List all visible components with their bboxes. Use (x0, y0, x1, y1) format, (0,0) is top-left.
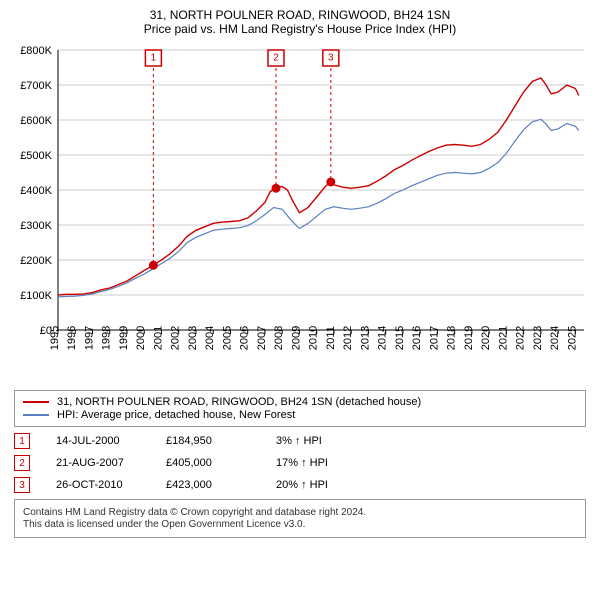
svg-text:2006: 2006 (239, 326, 251, 350)
event-dot-3 (326, 177, 335, 186)
svg-text:£200K: £200K (20, 255, 52, 267)
event-dot-1 (149, 261, 158, 270)
title-main: 31, NORTH POULNER ROAD, RINGWOOD, BH24 1… (8, 8, 592, 22)
svg-text:£300K: £300K (20, 220, 52, 232)
svg-text:£100K: £100K (20, 290, 52, 302)
legend-label: HPI: Average price, detached house, New … (57, 409, 295, 421)
svg-text:2021: 2021 (497, 326, 509, 350)
svg-text:£400K: £400K (20, 185, 52, 197)
svg-text:2016: 2016 (411, 326, 423, 350)
svg-text:2: 2 (273, 53, 279, 64)
chart-area: £0£100K£200K£300K£400K£500K£600K£700K£80… (8, 40, 592, 380)
legend-row-1: HPI: Average price, detached house, New … (23, 409, 577, 421)
svg-text:2013: 2013 (359, 326, 371, 350)
footer: Contains HM Land Registry data © Crown c… (14, 499, 586, 538)
legend-swatch (23, 401, 49, 403)
svg-text:2003: 2003 (187, 326, 199, 350)
svg-text:2002: 2002 (170, 326, 182, 350)
legend-row-0: 31, NORTH POULNER ROAD, RINGWOOD, BH24 1… (23, 396, 577, 408)
event-pct: 17% ↑ HPI (276, 457, 356, 469)
event-row-3: 3 26-OCT-2010£423,00020% ↑ HPI (14, 477, 586, 493)
svg-text:2000: 2000 (135, 326, 147, 350)
event-number-box: 3 (14, 477, 30, 493)
event-price: £423,000 (166, 479, 276, 491)
event-row-2: 2 21-AUG-2007£405,00017% ↑ HPI (14, 455, 586, 471)
svg-text:1995: 1995 (49, 326, 61, 350)
svg-text:1999: 1999 (118, 326, 130, 350)
svg-text:2022: 2022 (515, 326, 527, 350)
svg-text:2008: 2008 (273, 326, 285, 350)
legend-label: 31, NORTH POULNER ROAD, RINGWOOD, BH24 1… (57, 396, 421, 408)
event-pct: 3% ↑ HPI (276, 435, 356, 447)
event-dot-2 (271, 184, 280, 193)
event-date: 26-OCT-2010 (56, 479, 166, 491)
svg-text:2019: 2019 (463, 326, 475, 350)
event-number-box: 2 (14, 455, 30, 471)
svg-text:2010: 2010 (308, 326, 320, 350)
svg-text:2020: 2020 (480, 326, 492, 350)
svg-text:2009: 2009 (290, 326, 302, 350)
event-price: £405,000 (166, 457, 276, 469)
svg-text:2018: 2018 (446, 326, 458, 350)
series-hpi (58, 119, 579, 296)
event-date: 14-JUL-2000 (56, 435, 166, 447)
svg-text:£700K: £700K (20, 80, 52, 92)
svg-text:1997: 1997 (83, 326, 95, 350)
svg-text:2012: 2012 (342, 326, 354, 350)
svg-text:£500K: £500K (20, 150, 52, 162)
title-sub: Price paid vs. HM Land Registry's House … (8, 22, 592, 36)
chart-svg: £0£100K£200K£300K£400K£500K£600K£700K£80… (8, 40, 592, 380)
svg-text:1: 1 (151, 53, 157, 64)
svg-text:2001: 2001 (152, 326, 164, 350)
event-price: £184,950 (166, 435, 276, 447)
svg-text:2007: 2007 (256, 326, 268, 350)
series-price_paid (58, 78, 579, 295)
svg-text:2025: 2025 (566, 326, 578, 350)
event-pct: 20% ↑ HPI (276, 479, 356, 491)
svg-text:2015: 2015 (394, 326, 406, 350)
footer-line-1: Contains HM Land Registry data © Crown c… (23, 507, 577, 518)
svg-text:2004: 2004 (204, 326, 216, 350)
legend-swatch (23, 414, 49, 416)
event-date: 21-AUG-2007 (56, 457, 166, 469)
svg-text:2024: 2024 (549, 326, 561, 350)
event-number-box: 1 (14, 433, 30, 449)
svg-text:£800K: £800K (20, 45, 52, 57)
events-table: 1 14-JUL-2000£184,9503% ↑ HPI 2 21-AUG-2007… (14, 433, 586, 493)
svg-text:1998: 1998 (101, 326, 113, 350)
svg-text:3: 3 (328, 53, 334, 64)
svg-text:2017: 2017 (428, 326, 440, 350)
svg-text:2023: 2023 (532, 326, 544, 350)
event-row-1: 1 14-JUL-2000£184,9503% ↑ HPI (14, 433, 586, 449)
footer-line-2: This data is licensed under the Open Gov… (23, 519, 577, 530)
svg-text:2014: 2014 (377, 326, 389, 350)
legend: 31, NORTH POULNER ROAD, RINGWOOD, BH24 1… (14, 390, 586, 427)
svg-text:2005: 2005 (221, 326, 233, 350)
svg-text:1996: 1996 (66, 326, 78, 350)
svg-text:£600K: £600K (20, 115, 52, 127)
